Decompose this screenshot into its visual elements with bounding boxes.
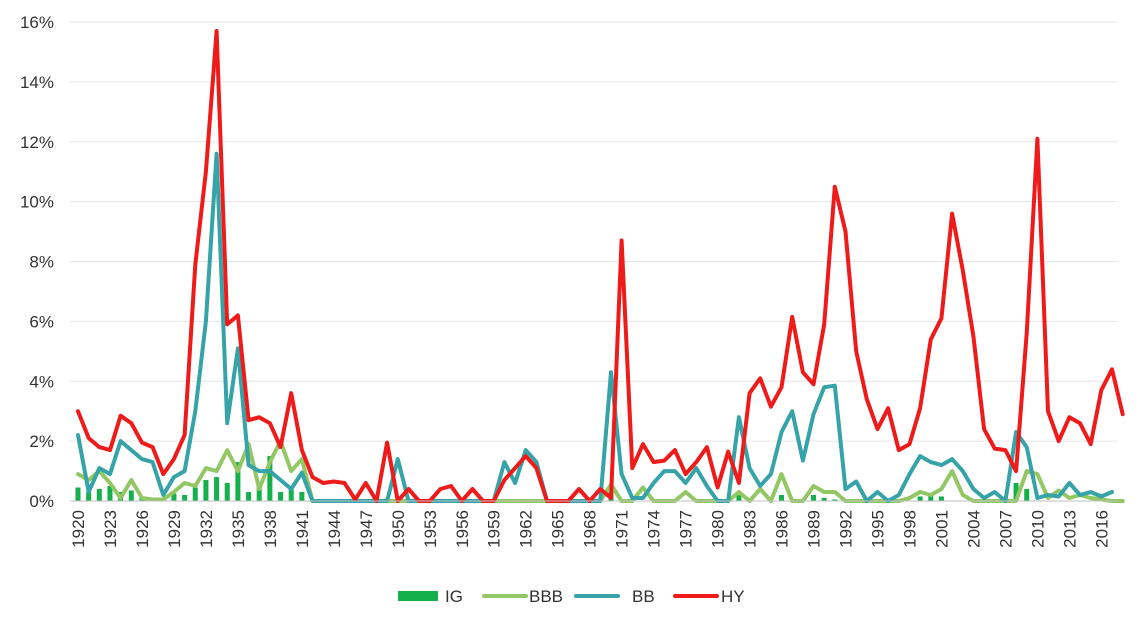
y-tick-label: 4% <box>29 372 54 391</box>
x-tick-label: 1998 <box>900 510 919 548</box>
ig-bar <box>736 492 742 501</box>
y-axis-ticks: 0% 2% 4% 6% 8% 10% 12% 14% 16% <box>20 13 54 511</box>
bbb-legend-label: BBB <box>529 587 563 606</box>
x-axis-ticks: 1920 1923 1926 1929 1932 1935 1938 1941 1944 1947… <box>69 510 1111 548</box>
x-tick-label: 2016 <box>1092 510 1111 548</box>
x-tick-label: 1974 <box>645 510 664 548</box>
ig-bar <box>86 492 92 501</box>
x-tick-label: 1986 <box>773 510 792 548</box>
x-tick-label: 2013 <box>1060 510 1079 548</box>
y-tick-label: 2% <box>29 432 54 451</box>
ig-bar <box>96 489 102 501</box>
x-tick-label: 1977 <box>677 510 696 548</box>
x-tick-label: 2007 <box>996 510 1015 548</box>
bb-line <box>76 151 1114 503</box>
ig-bar <box>214 477 220 501</box>
ig-bar <box>1013 483 1019 501</box>
y-tick-label: 14% <box>20 73 54 92</box>
ig-bar <box>192 487 198 501</box>
ig-bar <box>299 492 305 501</box>
x-tick-label: 1941 <box>293 510 312 548</box>
x-tick-label: 1965 <box>549 510 568 548</box>
ig-bar <box>203 480 209 501</box>
y-tick-label: 10% <box>20 193 54 212</box>
x-tick-label: 1926 <box>133 510 152 548</box>
hy-line <box>76 29 1125 503</box>
x-tick-label: 1944 <box>325 510 344 548</box>
y-tick-label: 12% <box>20 133 54 152</box>
ig-bar <box>246 492 252 501</box>
ig-bar <box>235 462 241 501</box>
x-tick-label: 1983 <box>741 510 760 548</box>
ig-legend-swatch <box>398 591 438 601</box>
ig-bar <box>256 483 262 501</box>
ig-bar <box>938 496 944 501</box>
x-tick-label: 1971 <box>613 510 632 548</box>
ig-bar <box>917 496 923 501</box>
ig-bar <box>128 490 134 501</box>
legend: IG BBB BB HY <box>398 587 745 606</box>
x-tick-label: 1920 <box>69 510 88 548</box>
x-tick-label: 1932 <box>197 510 216 548</box>
ig-bar <box>267 456 273 501</box>
x-tick-label: 1956 <box>453 510 472 548</box>
x-tick-label: 1935 <box>229 510 248 548</box>
ig-bar <box>928 493 934 501</box>
ig-bar <box>821 498 827 501</box>
y-tick-label: 16% <box>20 13 54 32</box>
x-tick-label: 1992 <box>837 510 856 548</box>
ig-bar <box>832 499 838 501</box>
ig-bar <box>224 483 230 501</box>
x-tick-label: 1959 <box>485 510 504 548</box>
bb-legend-label: BB <box>632 587 655 606</box>
ig-bar <box>779 495 785 501</box>
x-tick-label: 1980 <box>709 510 728 548</box>
ig-bar <box>171 493 177 501</box>
x-tick-label: 1929 <box>165 510 184 548</box>
series-lines <box>76 29 1125 503</box>
x-tick-label: 1953 <box>421 510 440 548</box>
ig-bar <box>288 489 294 501</box>
y-tick-label: 8% <box>29 253 54 272</box>
x-tick-label: 1938 <box>261 510 280 548</box>
x-tick-label: 1947 <box>357 510 376 548</box>
x-tick-label: 1989 <box>805 510 824 548</box>
ig-bar <box>1024 489 1030 501</box>
ig-bar <box>811 495 817 501</box>
x-tick-label: 2001 <box>932 510 951 548</box>
x-tick-label: 1995 <box>868 510 887 548</box>
x-tick-label: 1968 <box>581 510 600 548</box>
x-tick-label: 1950 <box>389 510 408 548</box>
y-tick-label: 6% <box>29 312 54 331</box>
ig-bar <box>107 486 113 501</box>
x-tick-label: 1923 <box>101 510 120 548</box>
ig-legend-label: IG <box>445 587 463 606</box>
x-tick-label: 1962 <box>517 510 536 548</box>
x-tick-label: 2004 <box>964 510 983 548</box>
x-tick-label: 2010 <box>1028 510 1047 548</box>
ig-bar <box>278 492 284 501</box>
y-tick-label: 0% <box>29 492 54 511</box>
hy-legend-label: HY <box>721 587 745 606</box>
ig-bar <box>75 487 81 501</box>
ig-bar <box>182 495 188 501</box>
